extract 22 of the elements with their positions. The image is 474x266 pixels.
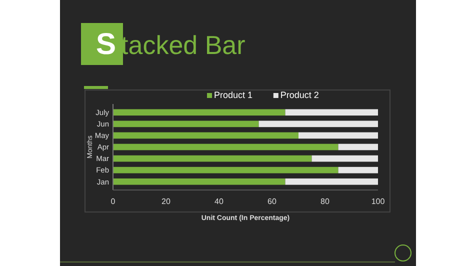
x-tick-label: 40 <box>214 197 224 206</box>
x-tick-label: 20 <box>162 197 171 206</box>
legend-label: Product 2 <box>280 90 319 100</box>
x-tick-label: 0 <box>110 197 116 206</box>
bar <box>113 120 259 128</box>
bar <box>113 166 338 174</box>
bar <box>113 155 312 162</box>
bar <box>338 144 378 150</box>
bar <box>258 120 378 128</box>
bar <box>113 132 298 139</box>
bar <box>285 109 378 116</box>
legend-label: Product 1 <box>214 90 253 100</box>
bar <box>285 178 378 185</box>
x-tick-label: 100 <box>371 197 386 206</box>
bar <box>113 144 338 150</box>
bar <box>113 178 286 185</box>
x-tick-label: 80 <box>320 197 330 206</box>
bar <box>298 132 378 139</box>
bar <box>312 155 378 162</box>
bar <box>113 109 286 116</box>
x-tick-label: 60 <box>268 197 277 206</box>
bar <box>338 166 378 174</box>
